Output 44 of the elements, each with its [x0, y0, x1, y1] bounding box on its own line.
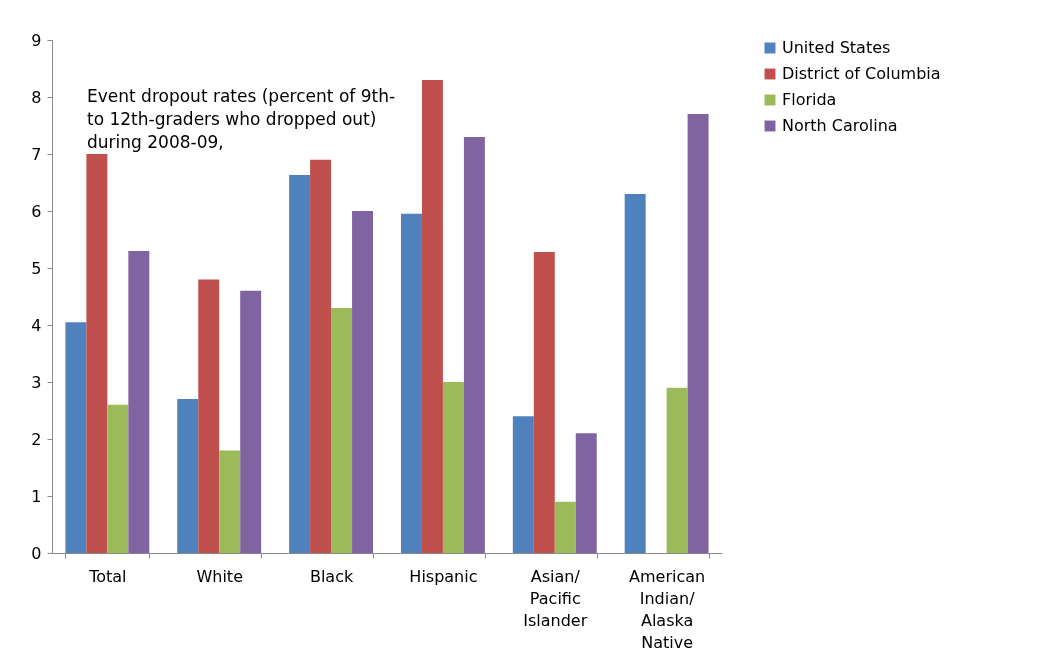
bar: [219, 450, 241, 553]
bar: [512, 416, 534, 553]
y-tick-label: 5: [31, 258, 42, 278]
bar: [289, 175, 311, 553]
bar: [442, 382, 464, 553]
bar: [107, 404, 129, 553]
x-tick-label: American Indian/Alaska Native: [629, 566, 706, 652]
bar: [554, 501, 576, 553]
text: Event dropout rates (percent of 9th- to 12th-graders who dropped out) during 2008-09,: [87, 86, 396, 152]
y-tick-label: 6: [31, 201, 42, 221]
legend-label: District of Columbia: [782, 64, 941, 83]
bar: [86, 154, 108, 553]
bar: [128, 250, 150, 553]
bar: [198, 279, 220, 553]
bar: [624, 193, 646, 553]
bar: [331, 307, 353, 553]
bar: [463, 136, 485, 553]
bar: [421, 79, 443, 553]
bar: [65, 322, 87, 553]
x-tick-label: Total: [88, 566, 127, 586]
y-tick-label: 3: [31, 372, 42, 392]
bar: [687, 114, 709, 553]
bar: [310, 159, 332, 553]
bar: [352, 211, 374, 553]
bar: [240, 290, 262, 553]
y-tick-label: 0: [31, 543, 42, 563]
bar: [666, 387, 688, 553]
y-tick-label: 2: [31, 429, 42, 449]
x-tick-label: Asian/Pacific Islander: [523, 566, 588, 630]
legend-label: Florida: [782, 90, 837, 109]
y-tick-label: 9: [31, 30, 42, 50]
bar: [400, 213, 422, 553]
x-tick-label: Hispanic: [409, 566, 478, 586]
y-tick-label: 4: [31, 315, 42, 335]
legend-label: North Carolina: [782, 116, 898, 135]
x-tick-label: Black: [309, 566, 354, 586]
x-tick-label: White: [196, 566, 243, 586]
bar: [177, 399, 199, 553]
y-tick-label: 1: [31, 486, 42, 506]
bar: [533, 252, 555, 553]
y-tick-label: 7: [31, 144, 42, 164]
y-tick-label: 8: [31, 87, 42, 107]
bar: [575, 433, 597, 553]
legend-label: United States: [782, 38, 891, 57]
